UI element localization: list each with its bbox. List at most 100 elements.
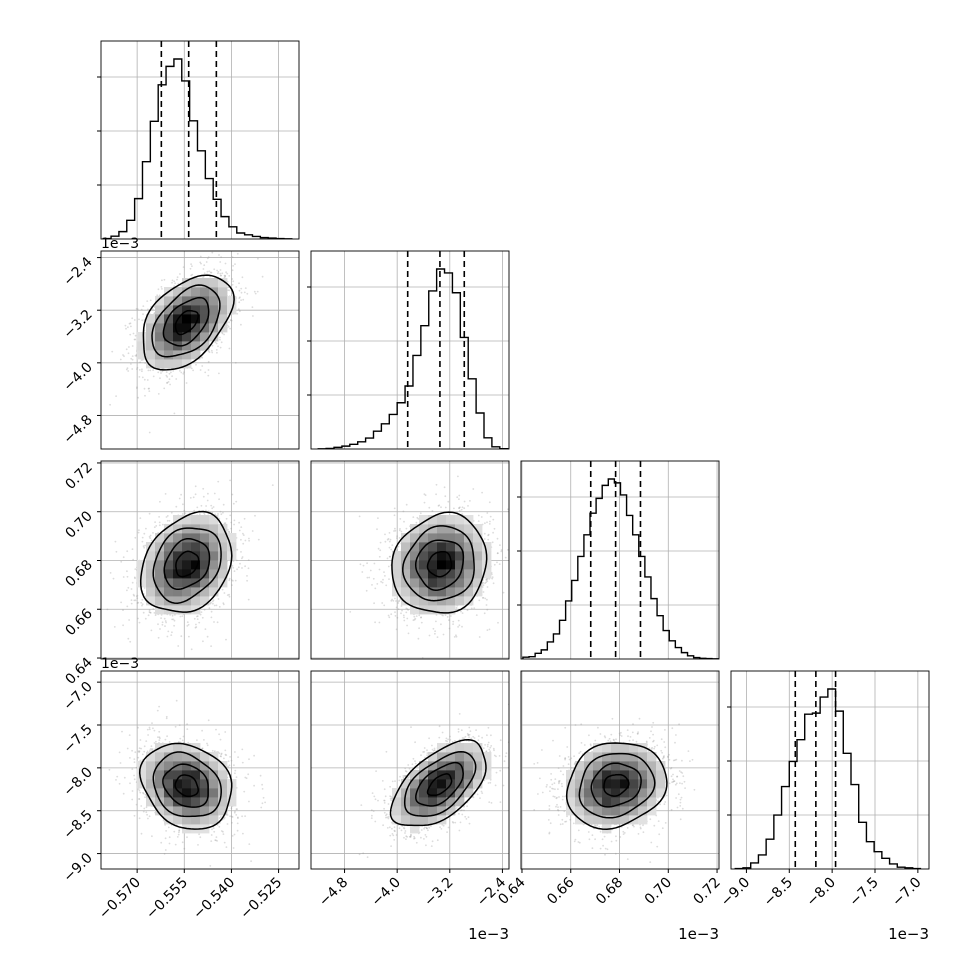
density-bin bbox=[200, 587, 210, 597]
scatter-point bbox=[195, 363, 197, 366]
scatter-point bbox=[147, 308, 149, 311]
density-bin bbox=[191, 350, 201, 360]
density-bin bbox=[173, 296, 183, 306]
scatter-point bbox=[231, 269, 234, 272]
scatter-point bbox=[446, 616, 449, 618]
scatter-point bbox=[156, 294, 159, 297]
scatter-point bbox=[187, 623, 190, 626]
density-bin bbox=[218, 533, 228, 543]
scatter-point bbox=[358, 515, 361, 518]
scatter-point bbox=[172, 370, 175, 372]
scatter-point bbox=[157, 623, 159, 626]
scatter-point bbox=[133, 599, 136, 602]
density-bin bbox=[155, 605, 165, 615]
scatter-point bbox=[122, 624, 124, 627]
scatter-point bbox=[130, 588, 133, 590]
scatter-point bbox=[190, 274, 193, 277]
scatter-point bbox=[224, 522, 227, 524]
scatter-point bbox=[234, 579, 237, 582]
scatter-point bbox=[406, 624, 408, 627]
scatter-point bbox=[138, 376, 141, 378]
scatter-point bbox=[349, 611, 352, 613]
scatter-point bbox=[483, 538, 486, 540]
scatter-point bbox=[163, 387, 166, 390]
scatter-point bbox=[132, 593, 135, 596]
scatter-point bbox=[141, 376, 144, 379]
density-bin bbox=[218, 560, 228, 570]
scatter-point bbox=[489, 515, 492, 518]
density-bin bbox=[155, 332, 165, 342]
density-bin bbox=[191, 596, 201, 606]
scatter-point bbox=[173, 412, 176, 415]
scatter-point bbox=[144, 544, 147, 547]
scatter-point bbox=[431, 510, 434, 512]
scatter-point bbox=[377, 517, 379, 519]
scatter-point bbox=[400, 605, 403, 607]
scatter-point bbox=[191, 273, 194, 276]
scatter-point bbox=[191, 265, 193, 267]
scatter-point bbox=[129, 322, 132, 325]
density-bin bbox=[209, 314, 219, 324]
scatter-point bbox=[180, 635, 183, 638]
scatter-point bbox=[435, 493, 437, 496]
scatter-point bbox=[483, 532, 486, 535]
scatter-point bbox=[149, 537, 152, 539]
scatter-point bbox=[481, 491, 483, 494]
scatter-point bbox=[485, 581, 488, 584]
scatter-point bbox=[160, 614, 163, 616]
scatter-point bbox=[211, 511, 214, 514]
scatter-point bbox=[137, 531, 140, 534]
scatter-point bbox=[240, 291, 243, 294]
scatter-point bbox=[152, 369, 155, 371]
scatter-point bbox=[486, 629, 489, 631]
scatter-point bbox=[371, 584, 373, 586]
scatter-point bbox=[493, 527, 496, 530]
scatter-point bbox=[424, 494, 427, 497]
scatter-point bbox=[226, 272, 229, 275]
scatter-point bbox=[256, 290, 259, 293]
scatter-point bbox=[420, 616, 422, 619]
scatter-point bbox=[217, 345, 219, 348]
scatter-point bbox=[157, 393, 160, 395]
scatter-point bbox=[125, 327, 127, 330]
scatter-point bbox=[207, 492, 209, 495]
scatter-point bbox=[413, 618, 416, 621]
scatter-point bbox=[128, 322, 131, 325]
density-bin bbox=[155, 314, 165, 324]
scatter-point bbox=[477, 514, 480, 517]
density-bin bbox=[146, 323, 156, 333]
histogram-panel-3 bbox=[727, 670, 930, 870]
scatter-point bbox=[407, 632, 410, 635]
contour-0-2-1 bbox=[163, 537, 211, 591]
scatter-point bbox=[148, 431, 151, 434]
scatter-point bbox=[209, 602, 212, 605]
scatter-point bbox=[186, 621, 189, 624]
density-bin bbox=[173, 596, 183, 606]
scatter-point bbox=[161, 623, 164, 626]
scatter-point bbox=[229, 327, 232, 330]
scatter-point bbox=[171, 614, 174, 617]
scatter-point bbox=[238, 529, 241, 532]
density-bin bbox=[191, 533, 201, 543]
scatter-point bbox=[205, 261, 208, 263]
density-bin bbox=[146, 569, 156, 579]
density-bin bbox=[146, 359, 156, 369]
scatter-point bbox=[213, 621, 215, 623]
scatter-point bbox=[381, 602, 384, 604]
scatter-point bbox=[152, 608, 155, 610]
density-bin bbox=[173, 605, 183, 615]
scatter-point bbox=[247, 598, 250, 601]
density-bin bbox=[173, 305, 183, 315]
scatter-point bbox=[206, 499, 209, 502]
scatter-point bbox=[188, 635, 190, 638]
scatter-point bbox=[157, 288, 160, 291]
histogram-step-3 bbox=[734, 688, 922, 869]
scatter-point bbox=[173, 619, 176, 622]
scatter-point bbox=[373, 602, 375, 605]
scatter-point bbox=[390, 548, 393, 551]
density-bin bbox=[200, 305, 210, 315]
scatter-point bbox=[435, 614, 438, 616]
scatter-point bbox=[486, 512, 489, 514]
density-bin bbox=[191, 569, 201, 579]
scatter-point bbox=[515, 546, 517, 548]
